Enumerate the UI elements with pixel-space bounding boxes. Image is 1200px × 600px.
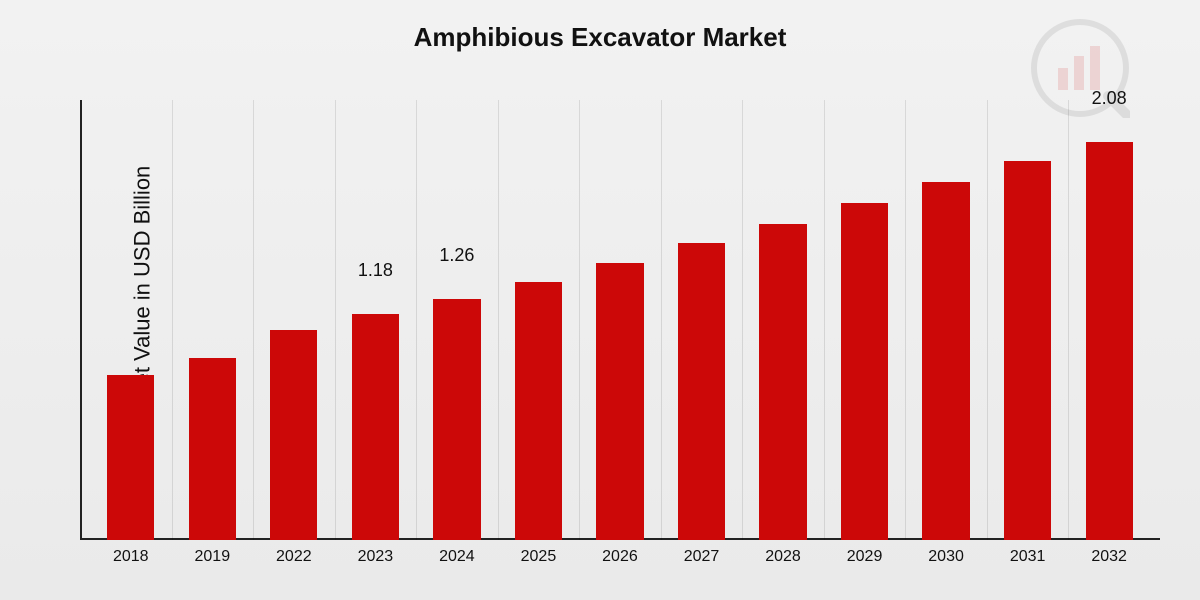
bar-value-label: 2.08 [1092,88,1127,115]
bar-slot [824,100,906,540]
bar [678,243,725,540]
bar [433,299,480,540]
bar-slot [253,100,335,540]
chart-title: Amphibious Excavator Market [0,22,1200,53]
bar-value-label: 1.18 [358,260,393,287]
bar-value-label: 1.26 [439,245,474,272]
bars-container: 1.18 1.26 2.08 [80,100,1160,540]
bar [596,263,643,540]
bar-slot [987,100,1069,540]
chart-canvas: Amphibious Excavator Market Market Value… [0,0,1200,600]
bar [922,182,969,540]
x-tick: 2025 [498,548,580,572]
bar-slot [90,100,172,540]
x-tick: 2029 [824,548,906,572]
bar [515,282,562,540]
bar [841,203,888,540]
x-tick: 2031 [987,548,1069,572]
bar-slot: 2.08 [1068,100,1150,540]
bar [1004,161,1051,540]
bar-slot [579,100,661,540]
x-tick: 2032 [1068,548,1150,572]
plot-area: 1.18 1.26 2.08 [80,100,1160,540]
x-tick: 2019 [172,548,254,572]
bar-slot [742,100,824,540]
bar-slot [498,100,580,540]
bar [759,224,806,540]
x-tick: 2024 [416,548,498,572]
bar [352,314,399,540]
x-tick-labels: 2018201920222023202420252026202720282029… [80,548,1160,572]
bar [1086,142,1133,540]
bar [189,358,236,540]
x-tick: 2028 [742,548,824,572]
bar-slot: 1.18 [335,100,417,540]
x-tick: 2022 [253,548,335,572]
bar [270,330,317,540]
bar-slot: 1.26 [416,100,498,540]
bar-slot [661,100,743,540]
x-tick: 2023 [335,548,417,572]
x-tick: 2030 [905,548,987,572]
bar-slot [172,100,254,540]
x-tick: 2018 [90,548,172,572]
x-tick: 2027 [661,548,743,572]
bar-slot [905,100,987,540]
bar [107,375,154,540]
x-tick: 2026 [579,548,661,572]
